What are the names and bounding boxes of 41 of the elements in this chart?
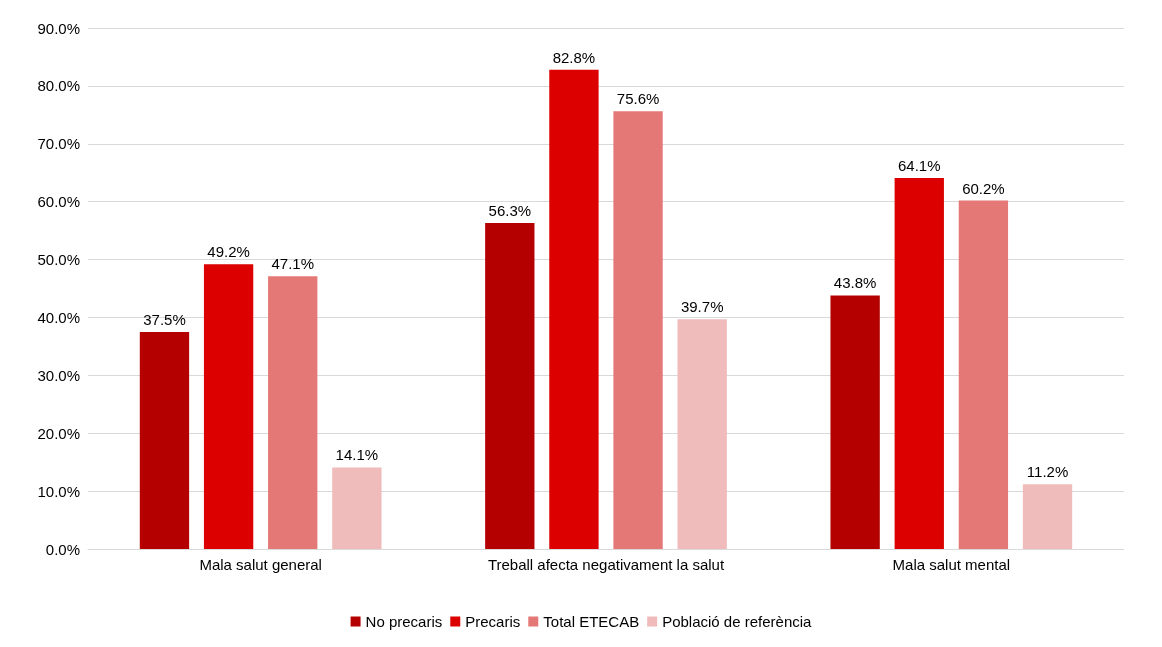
y-tick-label: 20.0% [37, 424, 80, 442]
legend-label: Precaris [465, 613, 521, 630]
bar [549, 69, 599, 549]
x-tick-label: Mala salut mental [892, 556, 1011, 573]
data-label: 47.1% [271, 255, 315, 273]
y-tick-label: 50.0% [37, 251, 80, 269]
y-tick-label: 40.0% [37, 308, 80, 326]
x-tick-label: Treball afecta negativament la salut [487, 556, 725, 573]
data-label: 64.1% [897, 156, 941, 174]
bar [613, 111, 663, 549]
y-tick-label: 80.0% [37, 77, 80, 95]
data-label: 49.2% [207, 243, 250, 261]
bar [677, 319, 727, 549]
data-label: 56.3% [488, 202, 532, 220]
y-tick-label: 30.0% [37, 366, 80, 384]
legend-label: Total ETECAB [543, 613, 640, 630]
data-label: 75.6% [616, 90, 660, 108]
data-label: 37.5% [143, 310, 186, 328]
legend-label: No precaris [365, 613, 443, 630]
data-label: 60.2% [962, 179, 1005, 197]
bar [268, 276, 318, 549]
bar [485, 223, 535, 549]
x-tick-label: Mala salut general [199, 556, 322, 573]
bar [332, 467, 382, 549]
data-label: 82.8% [552, 48, 596, 66]
data-label: 43.8% [833, 274, 877, 292]
y-tick-label: 70.0% [37, 135, 80, 153]
data-label: 14.1% [335, 446, 379, 464]
data-label: 39.7% [680, 298, 724, 316]
bar [203, 264, 254, 549]
bar [894, 177, 944, 549]
y-tick-label: 0.0% [45, 540, 80, 558]
y-tick-label: 10.0% [37, 482, 80, 500]
data-label: 11.2% [1026, 463, 1069, 481]
legend-label: Població de referència [662, 613, 813, 630]
bar [1022, 484, 1073, 549]
bar [139, 331, 190, 549]
bar [958, 200, 1009, 549]
bar [830, 295, 880, 549]
y-tick-label: 90.0% [37, 19, 80, 37]
y-tick-label: 60.0% [37, 193, 80, 211]
